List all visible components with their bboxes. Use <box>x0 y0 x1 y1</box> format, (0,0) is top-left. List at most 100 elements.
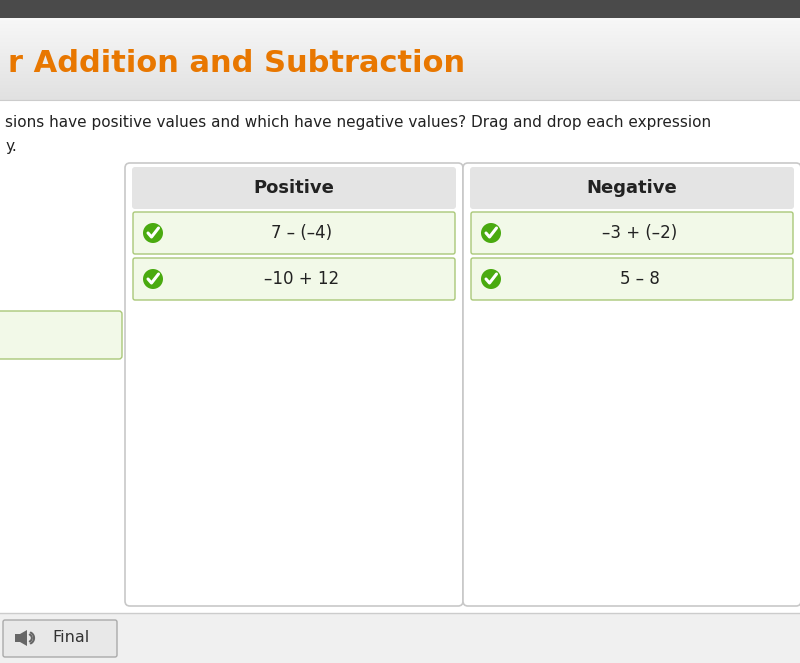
Bar <box>0 48 800 50</box>
Polygon shape <box>15 634 20 642</box>
Bar <box>0 91 800 92</box>
Bar <box>0 42 800 43</box>
Bar <box>0 95 800 96</box>
Bar <box>0 613 800 663</box>
Bar <box>0 19 800 21</box>
Text: –3 + (–2): –3 + (–2) <box>602 224 678 242</box>
Bar <box>0 34 800 36</box>
Polygon shape <box>20 630 27 646</box>
Bar <box>0 82 800 84</box>
Bar <box>0 56 800 58</box>
Bar <box>0 60 800 62</box>
Circle shape <box>143 223 163 243</box>
Bar <box>0 19 800 20</box>
Bar <box>0 72 800 73</box>
Bar <box>0 80 800 81</box>
Bar <box>0 88 800 90</box>
Text: Positive: Positive <box>254 179 334 197</box>
FancyBboxPatch shape <box>471 258 793 300</box>
Bar <box>0 88 800 89</box>
Bar <box>0 21 800 22</box>
Bar <box>0 52 800 53</box>
Bar <box>0 97 800 99</box>
Bar <box>0 27 800 29</box>
Bar <box>0 21 800 23</box>
Bar <box>0 0 800 18</box>
Bar <box>0 40 800 42</box>
Bar <box>0 99 800 100</box>
Bar <box>0 84 800 86</box>
Bar <box>0 80 800 82</box>
Bar <box>0 34 800 35</box>
Bar <box>0 62 800 63</box>
Bar <box>0 62 800 64</box>
Bar <box>0 23 800 24</box>
Bar <box>0 93 800 94</box>
Bar <box>0 68 800 69</box>
Bar <box>0 54 800 56</box>
Bar <box>0 78 800 79</box>
FancyBboxPatch shape <box>0 311 122 359</box>
Bar <box>0 32 800 34</box>
Text: 7 – (–4): 7 – (–4) <box>271 224 333 242</box>
FancyBboxPatch shape <box>470 167 794 209</box>
Bar <box>0 36 800 38</box>
Bar <box>0 40 800 41</box>
Bar <box>0 23 800 25</box>
Bar <box>0 64 800 66</box>
Bar <box>0 58 800 60</box>
Bar <box>0 29 800 31</box>
Bar <box>0 50 800 52</box>
Bar <box>0 100 800 613</box>
FancyBboxPatch shape <box>125 163 463 606</box>
Text: y.: y. <box>5 139 17 154</box>
Bar <box>0 90 800 91</box>
Bar <box>0 36 800 37</box>
Bar <box>0 74 800 76</box>
Bar <box>0 30 800 32</box>
FancyBboxPatch shape <box>463 163 800 606</box>
Bar <box>0 78 800 80</box>
Bar <box>0 72 800 74</box>
Bar <box>0 38 800 40</box>
Bar <box>0 56 800 57</box>
Bar <box>0 84 800 85</box>
Bar <box>0 48 800 49</box>
Bar <box>0 95 800 97</box>
Text: Negative: Negative <box>586 179 678 197</box>
Bar <box>0 58 800 59</box>
Bar <box>0 32 800 33</box>
Bar <box>0 68 800 70</box>
Bar <box>0 38 800 39</box>
Text: sions have positive values and which have negative values? Drag and drop each ex: sions have positive values and which hav… <box>5 115 711 129</box>
FancyBboxPatch shape <box>471 212 793 254</box>
Bar <box>0 17 800 19</box>
Bar <box>0 42 800 44</box>
Bar <box>0 46 800 48</box>
Bar <box>0 66 800 68</box>
Bar <box>0 25 800 26</box>
Text: 5 – 8: 5 – 8 <box>620 270 660 288</box>
Text: r Addition and Subtraction: r Addition and Subtraction <box>8 48 465 78</box>
Bar <box>0 97 800 98</box>
Bar <box>0 29 800 30</box>
FancyBboxPatch shape <box>133 212 455 254</box>
FancyBboxPatch shape <box>3 620 117 657</box>
Text: –10 + 12: –10 + 12 <box>265 270 339 288</box>
Bar <box>0 60 800 61</box>
Bar <box>0 27 800 28</box>
Bar <box>0 76 800 77</box>
Bar <box>0 70 800 71</box>
Circle shape <box>143 269 163 289</box>
Bar <box>0 66 800 67</box>
FancyBboxPatch shape <box>133 258 455 300</box>
Bar <box>0 86 800 87</box>
Bar <box>0 54 800 55</box>
FancyBboxPatch shape <box>132 167 456 209</box>
Bar <box>0 76 800 78</box>
Bar <box>0 64 800 65</box>
Circle shape <box>481 269 501 289</box>
Text: Final: Final <box>52 631 90 646</box>
Bar <box>0 50 800 51</box>
Bar <box>0 70 800 72</box>
